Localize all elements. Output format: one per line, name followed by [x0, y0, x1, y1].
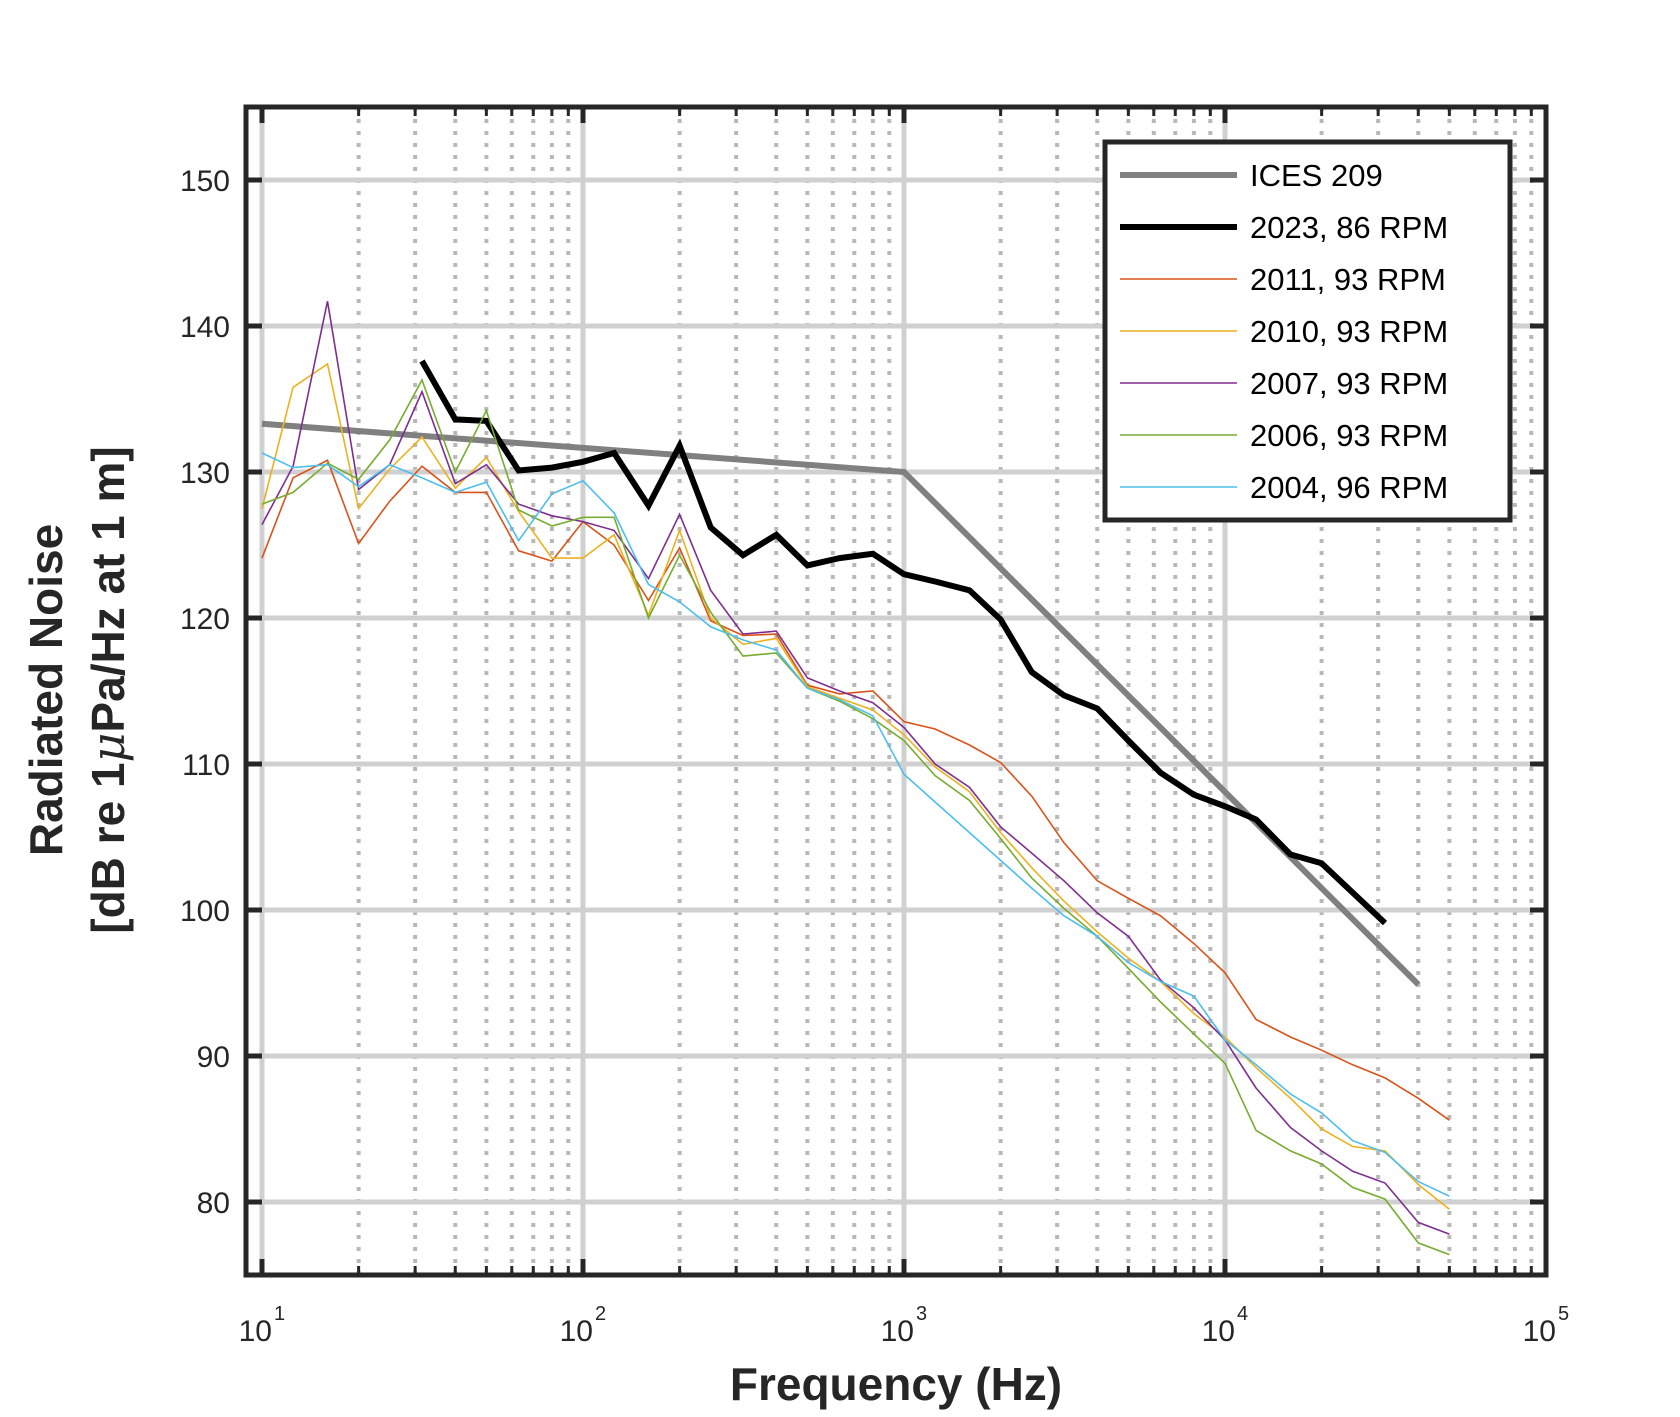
y-tick-label: 150: [180, 165, 230, 198]
legend-label-2011-93-rpm: 2011, 93 RPM: [1250, 262, 1446, 297]
series-line-2011-93-rpm: [261, 459, 1450, 1121]
x-tick-label-exponent: 5: [1558, 1303, 1569, 1325]
series-line-2004-96-rpm: [261, 452, 1450, 1197]
legend-label-2023-86-rpm: 2023, 86 RPM: [1250, 210, 1448, 245]
series-line-2010-93-rpm: [261, 362, 1450, 1210]
y-axis-label-line2: [dB re 1μPa/Hz at 1 m]: [81, 446, 135, 933]
legend-label-2010-93-rpm: 2010, 93 RPM: [1250, 314, 1448, 349]
x-tick-label: 103: [881, 1303, 928, 1348]
y-tick-label: 140: [180, 311, 230, 344]
y-tick-label: 110: [182, 749, 230, 782]
series-line-2006-93-rpm: [261, 378, 1450, 1256]
x-tick-label: 102: [560, 1303, 607, 1348]
y-tick-label: 100: [180, 895, 230, 928]
x-tick-label-base: 10: [239, 1315, 272, 1348]
x-tick-label-exponent: 1: [274, 1303, 285, 1325]
y-tick-label: 80: [197, 1187, 230, 1220]
x-axis-label: Frequency (Hz): [730, 1358, 1062, 1410]
x-tick-label-exponent: 4: [1237, 1303, 1248, 1325]
legend-label-2007-93-rpm: 2007, 93 RPM: [1250, 366, 1448, 401]
x-tick-label-exponent: 3: [916, 1303, 927, 1325]
x-tick-label-base: 10: [560, 1315, 593, 1348]
legend-label-2004-96-rpm: 2004, 96 RPM: [1250, 470, 1448, 505]
x-tick-label-exponent: 2: [595, 1303, 606, 1325]
y-tick-label: 130: [180, 457, 230, 490]
legend: ICES 209 2023, 86 RPM 2011, 93 RPM 2010, 93…: [1102, 139, 1513, 523]
x-tick-label: 101: [239, 1303, 286, 1348]
series-line-2023-86-rpm: [419, 359, 1388, 926]
x-tick-label-base: 10: [1202, 1315, 1235, 1348]
series-line-2007-93-rpm: [261, 301, 1450, 1235]
x-tick-label: 104: [1202, 1303, 1249, 1348]
y-axis-label-line1: Radiated Noise: [20, 524, 72, 856]
y-axis-label: Radiated Noise [dB re 1μPa/Hz at 1 m]: [20, 446, 135, 933]
legend-label-2006-93-rpm: 2006, 93 RPM: [1250, 418, 1448, 453]
series-lines: [261, 301, 1450, 1256]
x-tick-label-base: 10: [1523, 1315, 1556, 1348]
y-tick-label: 90: [197, 1041, 230, 1074]
axis-ticks: [246, 107, 1549, 1275]
y-tick-label: 120: [180, 603, 230, 636]
x-tick-label: 105: [1523, 1303, 1570, 1348]
legend-label-ices-209: ICES 209: [1250, 158, 1383, 193]
axes-box: [243, 104, 1549, 1278]
x-tick-label-base: 10: [881, 1315, 914, 1348]
